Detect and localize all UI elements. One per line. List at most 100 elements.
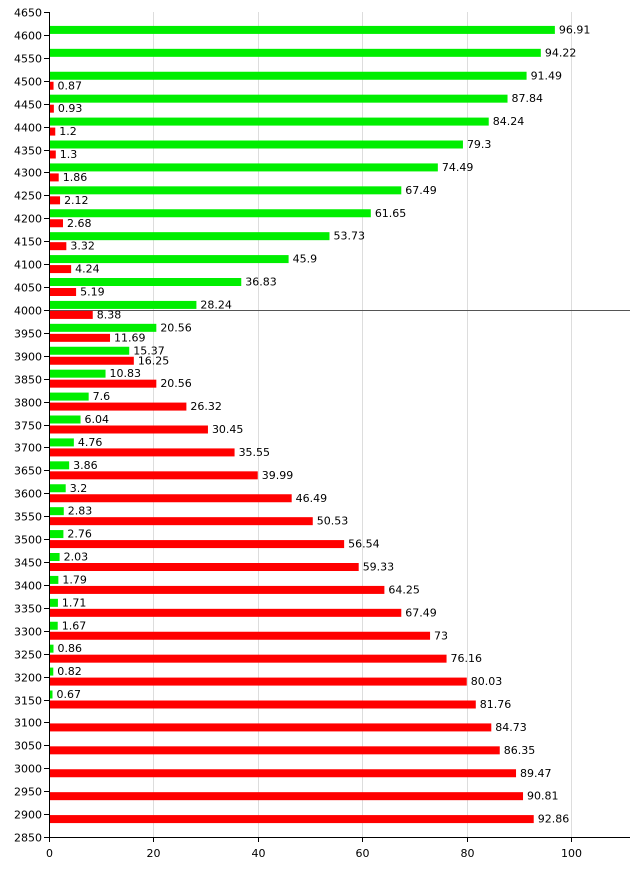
data-label: 7.6: [93, 390, 111, 403]
y-tick-label: 3050: [14, 740, 42, 753]
y-tick-label: 2900: [14, 809, 42, 822]
data-label: 3.32: [70, 240, 95, 253]
y-tick-label: 3550: [14, 511, 42, 524]
data-label: 0.67: [56, 688, 81, 701]
bar: [49, 507, 64, 516]
data-label: 76.16: [451, 652, 483, 665]
data-label: 1.79: [62, 573, 86, 586]
y-tick-label: 2850: [14, 832, 42, 845]
y-tick-label: 4650: [14, 7, 42, 20]
data-label: 0.93: [58, 102, 83, 115]
y-tick-label: 3150: [14, 695, 42, 708]
bar: [49, 690, 53, 699]
bar: [49, 644, 54, 653]
y-tick-label: 4050: [14, 282, 42, 295]
bar: [49, 530, 64, 539]
bar: [49, 608, 402, 617]
bar: [49, 356, 134, 365]
y-tick-label: 4600: [14, 30, 42, 43]
data-label: 2.83: [68, 505, 93, 518]
data-label: 4.76: [78, 436, 103, 449]
y-tick-label: 4150: [14, 236, 42, 249]
data-label: 8.38: [97, 308, 122, 321]
data-label: 92.86: [538, 813, 570, 826]
data-label: 86.35: [504, 744, 536, 757]
data-label: 20.56: [160, 321, 192, 334]
y-tick-label: 4350: [14, 145, 42, 158]
bar: [49, 265, 72, 274]
bar: [49, 186, 402, 195]
bar: [49, 104, 54, 113]
bar: [49, 700, 476, 709]
data-label: 79.3: [467, 138, 492, 151]
y-tick-label: 3100: [14, 717, 42, 730]
bar: [49, 667, 54, 676]
data-label: 30.45: [212, 423, 244, 436]
bar: [49, 654, 447, 663]
bar: [49, 484, 66, 493]
y-tick-label: 3950: [14, 328, 42, 341]
data-label: 74.49: [442, 161, 474, 174]
data-label: 64.25: [388, 583, 420, 596]
bar: [49, 723, 492, 732]
y-tick-label: 3000: [14, 763, 42, 776]
grid-lines: [153, 12, 572, 837]
bar: [49, 288, 77, 296]
y-tick-label: 3300: [14, 626, 42, 639]
bar: [49, 140, 463, 149]
bar: [49, 255, 289, 264]
data-label: 16.25: [138, 354, 170, 367]
y-tick-label: 3450: [14, 557, 42, 570]
y-tick-label: 3900: [14, 351, 42, 364]
bar: [49, 494, 292, 503]
bar: [49, 415, 81, 424]
bar: [49, 792, 524, 801]
bar: [49, 575, 59, 584]
bar: [49, 631, 431, 640]
y-tick-label: 3750: [14, 420, 42, 433]
bar: [49, 448, 235, 457]
y-tick-label: 3350: [14, 603, 42, 616]
bar: [49, 94, 508, 103]
data-label: 36.83: [245, 276, 277, 289]
data-label: 0.82: [57, 665, 81, 678]
bar: [49, 815, 534, 824]
y-tick-label: 4550: [14, 53, 42, 66]
data-label: 4.24: [75, 263, 100, 276]
data-label: 53.73: [333, 230, 365, 243]
x-tick-label: 40: [252, 847, 266, 860]
data-label: 1.71: [62, 596, 87, 609]
data-label: 2.76: [67, 528, 92, 541]
bar: [49, 346, 130, 355]
bar: [49, 438, 74, 447]
data-label: 84.73: [495, 721, 527, 734]
x-tick-label: 0: [46, 847, 53, 860]
data-label: 0.87: [58, 79, 82, 92]
y-tick-label: 4400: [14, 122, 42, 135]
bar: [49, 232, 330, 241]
bar: [49, 461, 70, 470]
y-tick-label: 3700: [14, 442, 42, 455]
y-tick-label: 3800: [14, 397, 42, 410]
data-label: 1.86: [63, 171, 87, 184]
y-tick-label: 3400: [14, 580, 42, 593]
data-label: 90.81: [527, 790, 559, 803]
bar: [49, 333, 111, 342]
y-tick-label: 3650: [14, 465, 42, 478]
bar: [49, 746, 500, 755]
bar: [49, 173, 59, 182]
y-tick-label: 3500: [14, 534, 42, 547]
data-label: 2.68: [67, 217, 92, 230]
data-label: 1.67: [62, 619, 87, 632]
y-tick-label: 4100: [14, 259, 42, 272]
bar: [49, 769, 517, 778]
data-label: 56.54: [348, 538, 380, 551]
bar: [49, 585, 385, 594]
y-tick-label: 3250: [14, 649, 42, 662]
bar: [49, 48, 541, 57]
bar: [49, 117, 489, 126]
data-label: 89.47: [520, 767, 552, 780]
data-label: 1.2: [59, 125, 77, 138]
data-label: 67.49: [405, 606, 437, 619]
bar: [49, 310, 93, 319]
